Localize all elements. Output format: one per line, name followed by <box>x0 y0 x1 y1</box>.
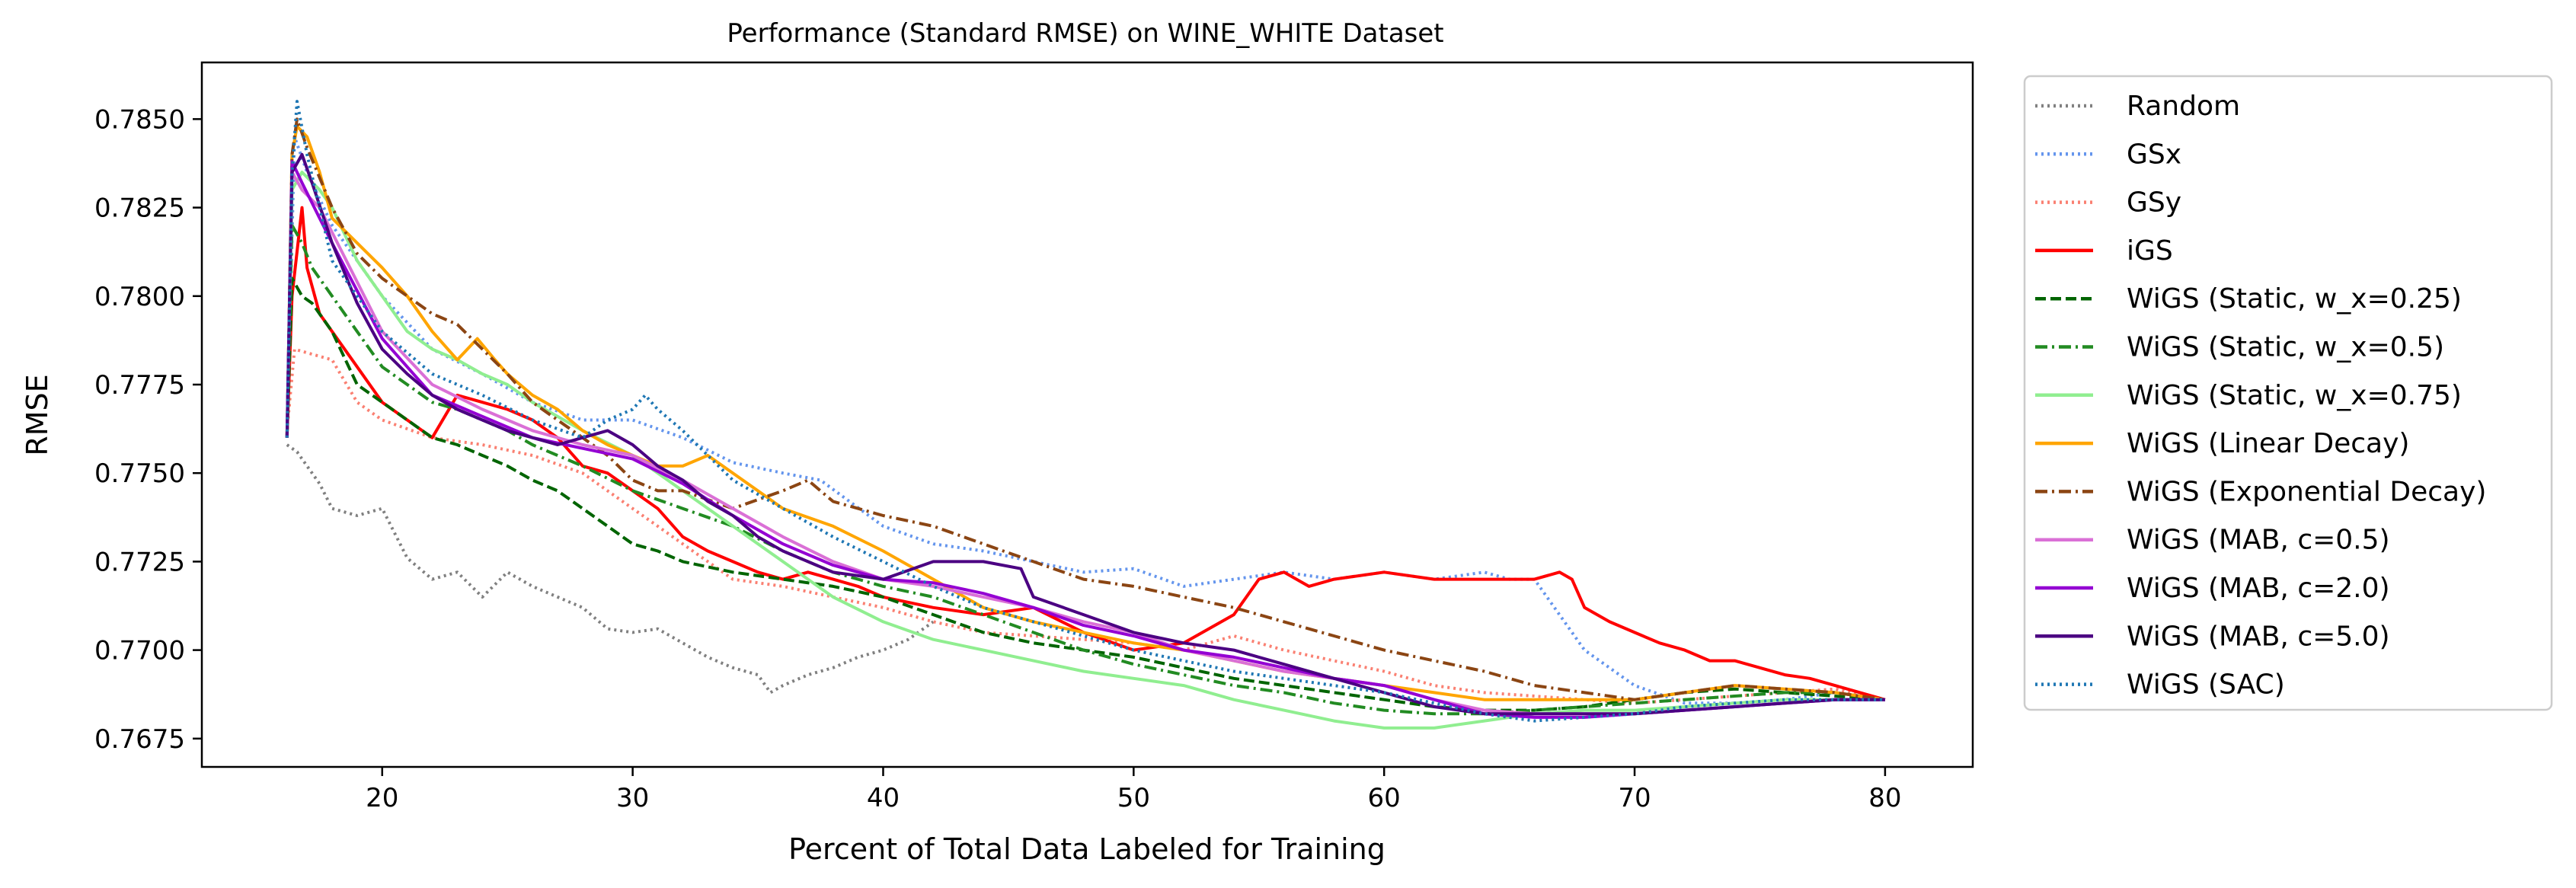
series-line-wigs-static-w-x-0-5 <box>285 223 1886 716</box>
chart-title: Performance (Standard RMSE) on WINE_WHIT… <box>727 18 1443 49</box>
x-axis: 20 30 40 50 60 70 80 <box>366 767 1902 813</box>
series-line-wigs-exponential-decay <box>285 117 1886 701</box>
plot-frame <box>200 61 1974 768</box>
x-tick-label: 50 <box>1117 783 1150 813</box>
series-line-igs <box>285 206 1886 701</box>
y-tick-label: 0.7750 <box>94 458 185 489</box>
legend-label: Random <box>2127 91 2240 122</box>
x-axis-label: Percent of Total Data Labeled for Traini… <box>788 832 1385 866</box>
legend: Random GSx GSy iGS WiGS (Static, w_x=0.25) Wi… <box>2023 75 2553 711</box>
x-tick-label: 40 <box>867 783 900 813</box>
legend-label: WiGS (MAB, c=2.0) <box>2127 573 2390 604</box>
legend-label: WiGS (Static, w_x=0.75) <box>2127 380 2462 411</box>
y-tick-label: 0.7825 <box>94 193 185 224</box>
series-line-wigs-mab-c-5-0 <box>285 152 1885 716</box>
legend-label: WiGS (Static, w_x=0.5) <box>2127 332 2444 363</box>
legend-label: WiGS (Exponential Decay) <box>2127 476 2486 507</box>
legend-label: WiGS (MAB, c=0.5) <box>2127 525 2390 556</box>
legend-label: GSx <box>2127 139 2181 170</box>
legend-label: WiGS (MAB, c=5.0) <box>2127 621 2390 652</box>
series-line-wigs-sac <box>285 100 1885 723</box>
legend-label: GSy <box>2127 187 2181 219</box>
legend-frame <box>2023 75 2553 711</box>
series-line-wigs-mab-c-2-0 <box>285 160 1885 719</box>
legend-label: WiGS (Static, w_x=0.25) <box>2127 283 2462 315</box>
x-tick-label: 20 <box>366 783 398 813</box>
series-line-wigs-static-w-x-0-25 <box>285 276 1886 712</box>
y-tick-label: 0.7675 <box>94 724 185 755</box>
legend-label: WiGS (SAC) <box>2127 669 2285 701</box>
x-tick-label: 70 <box>1618 783 1651 813</box>
series-line-random <box>286 443 935 695</box>
y-tick-label: 0.7700 <box>94 636 185 666</box>
y-axis-label: RMSE <box>21 374 54 455</box>
y-tick-label: 0.7800 <box>94 282 185 312</box>
x-tick-label: 80 <box>1868 783 1901 813</box>
series-line-gsy <box>285 347 1886 705</box>
series-line-wigs-static-w-x-0-75 <box>285 171 1885 730</box>
series-line-wigs-linear-decay <box>285 124 1886 701</box>
x-tick-label: 30 <box>616 783 649 813</box>
y-tick-label: 0.7850 <box>94 104 185 135</box>
y-tick-label: 0.7775 <box>94 370 185 401</box>
x-tick-label: 60 <box>1368 783 1401 813</box>
legend-label: WiGS (Linear Decay) <box>2127 428 2409 459</box>
legend-label: iGS <box>2127 235 2173 267</box>
y-axis: 0.7675 0.7700 0.7725 0.7750 0.7775 0.7800 0.78… <box>94 104 202 755</box>
y-tick-label: 0.7725 <box>94 547 185 577</box>
